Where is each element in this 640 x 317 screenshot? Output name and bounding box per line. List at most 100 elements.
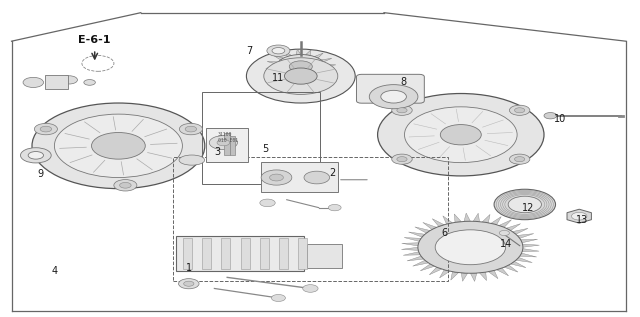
Circle shape [120, 183, 131, 188]
Polygon shape [273, 55, 284, 60]
Polygon shape [454, 214, 461, 223]
Polygon shape [324, 64, 336, 67]
Bar [173, 157, 448, 281]
Circle shape [28, 152, 44, 159]
Polygon shape [401, 247, 419, 250]
Bar [224, 133, 230, 155]
Polygon shape [402, 243, 419, 246]
Polygon shape [323, 69, 335, 72]
Text: 31100
010 E01: 31100 010 E01 [218, 132, 237, 143]
Text: 10: 10 [554, 114, 566, 124]
Ellipse shape [179, 155, 205, 165]
Text: 12: 12 [522, 203, 534, 213]
Circle shape [61, 76, 77, 84]
Circle shape [35, 123, 58, 135]
Text: 2: 2 [330, 168, 336, 178]
Polygon shape [301, 78, 305, 84]
Polygon shape [470, 273, 477, 281]
Polygon shape [407, 256, 424, 261]
Circle shape [515, 157, 525, 162]
Polygon shape [491, 217, 501, 225]
Circle shape [20, 148, 51, 163]
Circle shape [264, 58, 338, 94]
Bar [206, 128, 248, 162]
Bar [279, 238, 288, 269]
Bar [45, 75, 68, 89]
Polygon shape [432, 219, 444, 227]
Polygon shape [567, 209, 591, 223]
Polygon shape [522, 244, 540, 247]
Polygon shape [517, 234, 534, 238]
Polygon shape [278, 75, 287, 80]
Circle shape [92, 133, 145, 159]
Text: 6: 6 [442, 228, 448, 238]
Polygon shape [522, 249, 539, 252]
Circle shape [499, 230, 509, 236]
Polygon shape [464, 213, 470, 222]
Polygon shape [408, 232, 425, 237]
Circle shape [508, 196, 541, 213]
Polygon shape [413, 260, 429, 266]
FancyBboxPatch shape [356, 74, 424, 103]
Circle shape [276, 55, 325, 79]
Bar [183, 238, 192, 269]
Circle shape [269, 174, 284, 181]
Polygon shape [267, 61, 278, 64]
Text: 11: 11 [272, 73, 285, 83]
Circle shape [397, 157, 407, 162]
Circle shape [509, 105, 530, 115]
Circle shape [217, 139, 230, 146]
Bar [176, 236, 304, 271]
Polygon shape [269, 71, 280, 75]
Text: 3: 3 [214, 147, 221, 157]
Circle shape [260, 199, 275, 207]
Polygon shape [479, 272, 486, 281]
Polygon shape [314, 53, 323, 58]
Circle shape [209, 136, 237, 150]
Polygon shape [440, 270, 450, 278]
Circle shape [23, 77, 44, 87]
Polygon shape [266, 67, 277, 69]
Polygon shape [511, 262, 526, 268]
Circle shape [84, 80, 95, 85]
Text: 5: 5 [262, 144, 269, 154]
Bar [202, 238, 211, 269]
Polygon shape [520, 253, 537, 257]
Circle shape [378, 94, 544, 176]
Text: 13: 13 [576, 215, 589, 225]
Text: 8: 8 [400, 77, 406, 87]
Text: 1: 1 [186, 263, 192, 273]
Polygon shape [403, 252, 420, 255]
Polygon shape [482, 214, 490, 223]
Polygon shape [420, 264, 435, 271]
Bar [221, 238, 230, 269]
Polygon shape [296, 49, 301, 55]
Polygon shape [443, 216, 452, 224]
Polygon shape [506, 224, 520, 230]
Polygon shape [415, 227, 430, 233]
Text: 7: 7 [246, 46, 253, 56]
Circle shape [185, 126, 196, 132]
Circle shape [397, 108, 407, 113]
Circle shape [515, 108, 525, 113]
Circle shape [303, 285, 318, 292]
Circle shape [435, 230, 506, 265]
Text: 14: 14 [499, 239, 512, 249]
Bar [261, 162, 338, 192]
Circle shape [179, 123, 202, 135]
Polygon shape [429, 267, 442, 275]
Circle shape [267, 45, 290, 56]
Circle shape [284, 68, 317, 84]
Polygon shape [451, 272, 459, 280]
Polygon shape [488, 270, 498, 279]
Polygon shape [520, 239, 538, 243]
Circle shape [40, 126, 52, 132]
Circle shape [494, 189, 556, 220]
Polygon shape [291, 78, 296, 83]
Bar [230, 136, 235, 155]
Polygon shape [516, 257, 532, 262]
Text: 9: 9 [37, 169, 44, 179]
Polygon shape [284, 51, 291, 56]
Circle shape [32, 103, 205, 189]
Circle shape [369, 85, 418, 109]
